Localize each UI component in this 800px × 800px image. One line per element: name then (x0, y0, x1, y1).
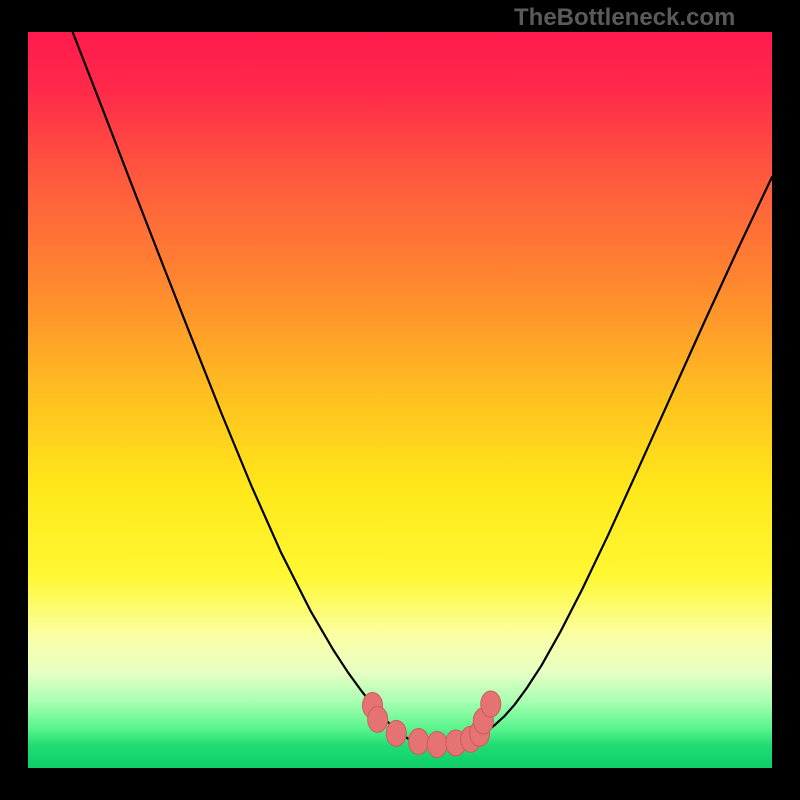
data-marker (427, 731, 447, 757)
data-marker (481, 691, 501, 717)
chart-container: TheBottleneck.com (0, 0, 800, 800)
watermark-text: TheBottleneck.com (514, 4, 735, 32)
data-marker (386, 720, 406, 746)
plot-background (28, 32, 772, 768)
bottleneck-chart (0, 0, 800, 800)
data-marker (368, 706, 388, 732)
data-marker (409, 729, 429, 755)
